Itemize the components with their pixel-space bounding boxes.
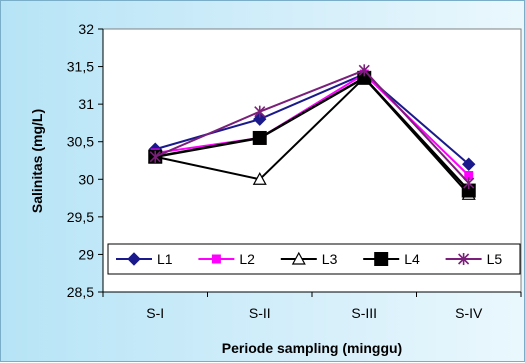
legend-label: L2 (239, 251, 255, 267)
data-point-diamond (462, 157, 476, 171)
data-point-star (254, 105, 266, 118)
x-axis: S-I S-II S-III S-IV (102, 291, 522, 321)
y-tick-label: 30 (78, 171, 94, 187)
y-tick-label: 31 (78, 96, 94, 112)
series-line (154, 69, 470, 184)
data-point-diamond (127, 252, 141, 266)
data-point-square (211, 254, 221, 264)
legend-item: L5 (445, 251, 503, 267)
data-point-star (358, 64, 370, 77)
data-point-square (252, 130, 267, 145)
legend-label: L5 (487, 251, 503, 267)
legend-item: L3 (280, 251, 338, 267)
data-point-star (458, 253, 470, 265)
x-axis-title: Periode sampling (minggu) (222, 340, 402, 356)
y-axis: 28,5 29 29,5 30 30,5 31 31,5 32 (67, 21, 104, 300)
legend: L1 L2 L3 L4 L5 (107, 243, 521, 275)
y-tick-label: 29,5 (67, 209, 94, 225)
x-tick-label: S-II (249, 305, 271, 321)
data-point-square (374, 252, 389, 266)
legend-item: L1 (116, 251, 173, 267)
series-line (155, 72, 470, 177)
y-tick-label: 28,5 (67, 284, 94, 300)
series-line (155, 76, 470, 195)
series-layer (148, 64, 476, 200)
legend-label: L4 (404, 251, 420, 267)
legend-item: L2 (198, 251, 255, 267)
data-point-triangle (291, 251, 306, 265)
legend-label: L3 (322, 251, 338, 267)
data-point-diamond (253, 112, 267, 126)
y-tick-label: 30,5 (67, 134, 94, 150)
x-tick-label: S-IV (455, 305, 483, 321)
y-axis-title: Salinitas (mg/L) (29, 109, 45, 213)
x-tick-label: S-III (351, 305, 377, 321)
data-point-star (463, 177, 475, 190)
y-tick-label: 32 (78, 21, 94, 37)
data-point-star (149, 150, 161, 163)
series-l5 (149, 64, 475, 190)
y-tick-label: 29 (78, 246, 94, 262)
series-line (155, 76, 470, 192)
x-tick-label: S-I (146, 305, 164, 321)
legend-label: L1 (157, 251, 173, 267)
data-point-triangle (252, 172, 267, 185)
legend-item: L4 (363, 251, 420, 267)
y-tick-label: 31,5 (67, 59, 94, 75)
